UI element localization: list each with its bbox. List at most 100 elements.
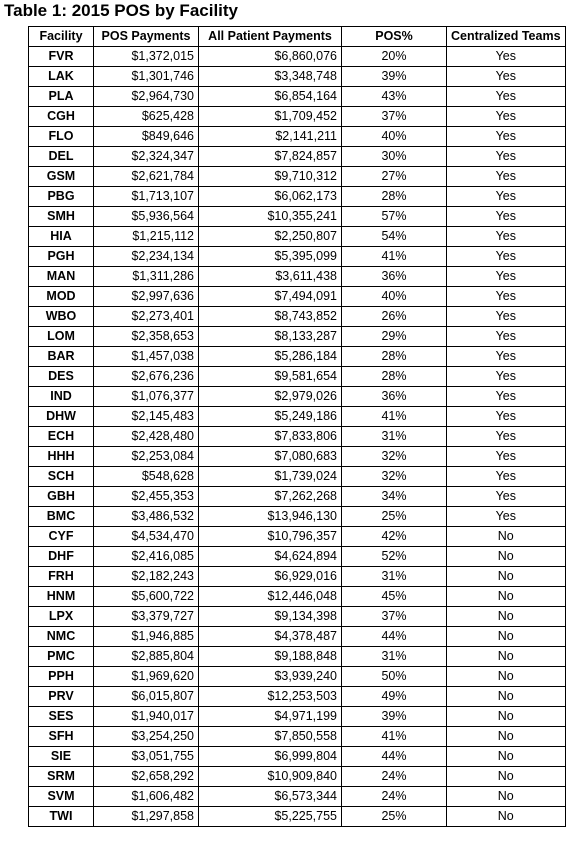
table-row: FLO $849,646 $2,141,211 40% Yes: [28, 126, 566, 147]
cell-facility: SCH: [28, 466, 94, 487]
table-row: IND $1,076,377 $2,979,026 36% Yes: [28, 386, 566, 407]
cell-centralized-teams: Yes: [446, 426, 566, 447]
cell-all-patient-payments: $7,494,091: [198, 286, 342, 307]
cell-all-patient-payments: $9,710,312: [198, 166, 342, 187]
cell-facility: IND: [28, 386, 94, 407]
cell-all-patient-payments: $7,824,857: [198, 146, 342, 167]
cell-pos-payments: $2,416,085: [93, 546, 199, 567]
cell-pos-payments: $2,455,353: [93, 486, 199, 507]
table-row: LPX $3,379,727 $9,134,398 37% No: [28, 606, 566, 627]
table-row: SES $1,940,017 $4,971,199 39% No: [28, 706, 566, 727]
table-row: HNM $5,600,722 $12,446,048 45% No: [28, 586, 566, 607]
table-row: PGH $2,234,134 $5,395,099 41% Yes: [28, 246, 566, 267]
cell-facility: BMC: [28, 506, 94, 527]
table-row: SVM $1,606,482 $6,573,344 24% No: [28, 786, 566, 807]
cell-facility: HNM: [28, 586, 94, 607]
table-row: SMH $5,936,564 $10,355,241 57% Yes: [28, 206, 566, 227]
cell-pos-payments: $2,273,401: [93, 306, 199, 327]
cell-all-patient-payments: $9,188,848: [198, 646, 342, 667]
cell-pos-payments: $2,253,084: [93, 446, 199, 467]
cell-centralized-teams: No: [446, 626, 566, 647]
table-row: LOM $2,358,653 $8,133,287 29% Yes: [28, 326, 566, 347]
cell-centralized-teams: No: [446, 566, 566, 587]
cell-facility: SES: [28, 706, 94, 727]
cell-pos-percent: 28%: [341, 366, 447, 387]
table-row: BAR $1,457,038 $5,286,184 28% Yes: [28, 346, 566, 367]
cell-all-patient-payments: $7,850,558: [198, 726, 342, 747]
cell-all-patient-payments: $6,860,076: [198, 46, 342, 67]
cell-all-patient-payments: $5,225,755: [198, 806, 342, 827]
cell-all-patient-payments: $13,946,130: [198, 506, 342, 527]
table-row: MOD $2,997,636 $7,494,091 40% Yes: [28, 286, 566, 307]
cell-pos-percent: 34%: [341, 486, 447, 507]
cell-pos-percent: 36%: [341, 386, 447, 407]
cell-pos-payments: $2,676,236: [93, 366, 199, 387]
cell-facility: BAR: [28, 346, 94, 367]
cell-pos-percent: 24%: [341, 766, 447, 787]
cell-facility: SMH: [28, 206, 94, 227]
cell-all-patient-payments: $2,250,807: [198, 226, 342, 247]
cell-pos-payments: $1,297,858: [93, 806, 199, 827]
header-centralized-teams: Centralized Teams: [446, 26, 566, 47]
cell-pos-payments: $2,997,636: [93, 286, 199, 307]
cell-pos-payments: $1,215,112: [93, 226, 199, 247]
cell-centralized-teams: Yes: [446, 306, 566, 327]
header-pos-payments: POS Payments: [93, 26, 199, 47]
cell-all-patient-payments: $4,624,894: [198, 546, 342, 567]
cell-facility: PGH: [28, 246, 94, 267]
cell-centralized-teams: No: [446, 526, 566, 547]
cell-all-patient-payments: $7,833,806: [198, 426, 342, 447]
cell-pos-payments: $1,969,620: [93, 666, 199, 687]
cell-pos-percent: 27%: [341, 166, 447, 187]
pos-table: Facility POS Payments All Patient Paymen…: [28, 26, 566, 827]
table-row: HIA $1,215,112 $2,250,807 54% Yes: [28, 226, 566, 247]
cell-pos-percent: 40%: [341, 286, 447, 307]
cell-facility: HIA: [28, 226, 94, 247]
cell-pos-payments: $1,372,015: [93, 46, 199, 67]
table-row: LAK $1,301,746 $3,348,748 39% Yes: [28, 66, 566, 87]
cell-facility: GSM: [28, 166, 94, 187]
cell-facility: DEL: [28, 146, 94, 167]
cell-all-patient-payments: $8,743,852: [198, 306, 342, 327]
cell-all-patient-payments: $7,262,268: [198, 486, 342, 507]
cell-all-patient-payments: $5,249,186: [198, 406, 342, 427]
table-row: DHF $2,416,085 $4,624,894 52% No: [28, 546, 566, 567]
cell-pos-percent: 36%: [341, 266, 447, 287]
cell-pos-percent: 43%: [341, 86, 447, 107]
cell-all-patient-payments: $6,929,016: [198, 566, 342, 587]
cell-pos-percent: 41%: [341, 246, 447, 267]
cell-all-patient-payments: $6,999,804: [198, 746, 342, 767]
cell-facility: PLA: [28, 86, 94, 107]
cell-centralized-teams: Yes: [446, 446, 566, 467]
table-row: PPH $1,969,620 $3,939,240 50% No: [28, 666, 566, 687]
cell-facility: CYF: [28, 526, 94, 547]
cell-facility: FRH: [28, 566, 94, 587]
cell-pos-payments: $3,486,532: [93, 506, 199, 527]
cell-centralized-teams: No: [446, 786, 566, 807]
cell-facility: SIE: [28, 746, 94, 767]
cell-facility: WBO: [28, 306, 94, 327]
cell-all-patient-payments: $4,378,487: [198, 626, 342, 647]
cell-centralized-teams: Yes: [446, 486, 566, 507]
table-row: SFH $3,254,250 $7,850,558 41% No: [28, 726, 566, 747]
cell-pos-payments: $2,428,480: [93, 426, 199, 447]
cell-centralized-teams: No: [446, 726, 566, 747]
cell-facility: PBG: [28, 186, 94, 207]
table-row: PRV $6,015,807 $12,253,503 49% No: [28, 686, 566, 707]
table-row: NMC $1,946,885 $4,378,487 44% No: [28, 626, 566, 647]
cell-pos-percent: 28%: [341, 186, 447, 207]
cell-centralized-teams: Yes: [446, 286, 566, 307]
cell-facility: FLO: [28, 126, 94, 147]
cell-centralized-teams: No: [446, 746, 566, 767]
cell-facility: DHF: [28, 546, 94, 567]
header-all-patient-payments: All Patient Payments: [198, 26, 342, 47]
cell-pos-payments: $1,311,286: [93, 266, 199, 287]
table-row: DHW $2,145,483 $5,249,186 41% Yes: [28, 406, 566, 427]
cell-pos-percent: 41%: [341, 726, 447, 747]
cell-pos-payments: $1,457,038: [93, 346, 199, 367]
cell-facility: MOD: [28, 286, 94, 307]
cell-centralized-teams: Yes: [446, 206, 566, 227]
table-row: FVR $1,372,015 $6,860,076 20% Yes: [28, 46, 566, 67]
cell-centralized-teams: Yes: [446, 466, 566, 487]
cell-pos-percent: 49%: [341, 686, 447, 707]
